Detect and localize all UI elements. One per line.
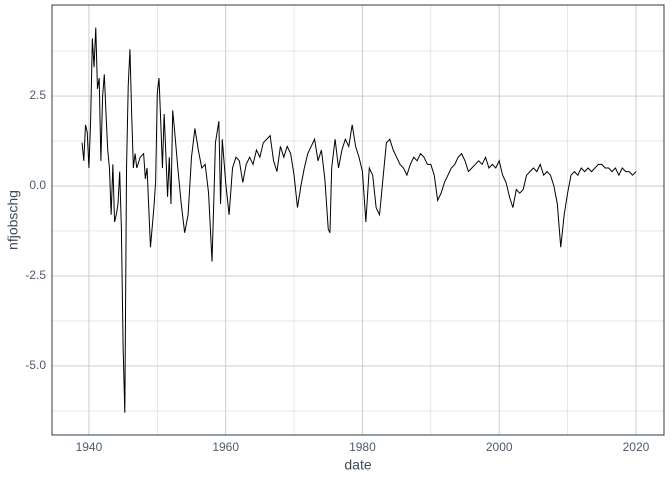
x-tick-label: 2020 [623,440,650,454]
x-tick-label: 1960 [212,440,239,454]
y-axis-title: nfjobschg [5,190,21,250]
x-tick-label: 2000 [486,440,513,454]
x-axis-title: date [344,457,371,473]
line-series [81,27,637,413]
y-tick-label: 0.0 [29,178,46,192]
y-tick-label: -5.0 [25,358,46,372]
y-tick-label: -2.5 [25,268,46,282]
y-tick-label: 2.5 [29,88,46,102]
panel-border [51,4,665,436]
x-tick-label: 1940 [76,440,103,454]
x-tick-label: 1980 [349,440,376,454]
